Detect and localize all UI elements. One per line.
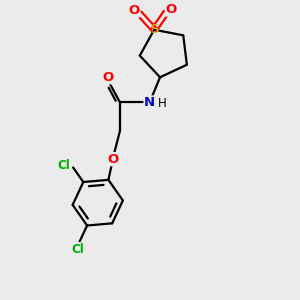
Text: H: H xyxy=(158,97,167,110)
Text: O: O xyxy=(128,4,140,17)
Text: Cl: Cl xyxy=(72,243,85,256)
Text: S: S xyxy=(150,23,158,36)
Text: Cl: Cl xyxy=(58,160,70,172)
Text: N: N xyxy=(144,96,155,109)
Text: O: O xyxy=(166,3,177,16)
Text: O: O xyxy=(103,71,114,84)
Text: O: O xyxy=(107,153,118,166)
